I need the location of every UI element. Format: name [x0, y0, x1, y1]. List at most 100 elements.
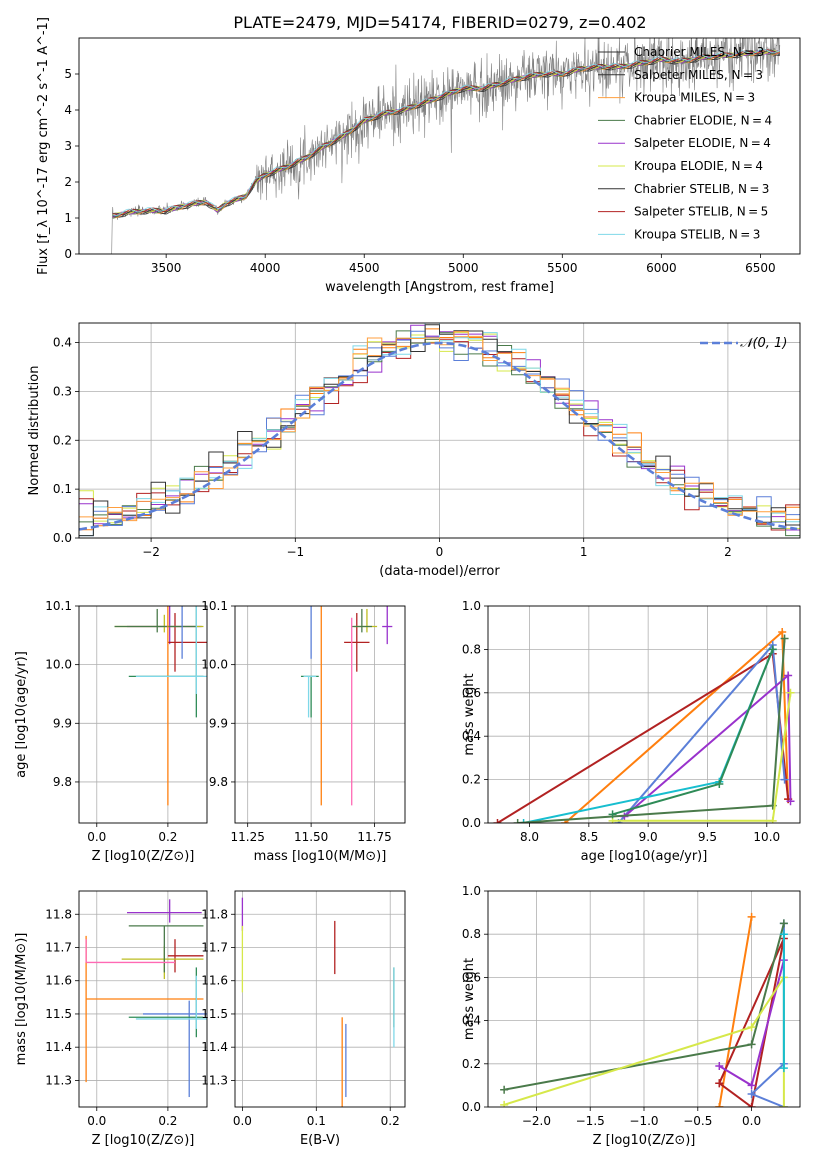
y-tick-label: 0.0 [462, 816, 481, 830]
y-tick-label: 0.0 [462, 1100, 481, 1114]
y-tick-label: 0.8 [462, 642, 481, 656]
weight-vs-metallicity-panel: −2.0 −1.5 −1.0 −0.5 0.0 0.0 0.2 0.4 0.6 0.8 1.0 Z [… [462, 884, 801, 1148]
x-tick-label: 0.0 [87, 1114, 106, 1128]
legend-label: Salpeter ELODIE, N = 4 [634, 136, 771, 150]
weight-marker [747, 1090, 756, 1099]
y-tick-label: 11.7 [45, 940, 72, 954]
x-tick-label: 0 [436, 545, 444, 559]
x-tick-label: 3500 [151, 261, 182, 275]
y-tick-label: 11.4 [45, 1040, 72, 1054]
x-axis-label: Z [log10(Z/Z⊙)] [92, 1133, 195, 1148]
plot-area [114, 606, 207, 806]
x-tick-label: −1 [286, 545, 304, 559]
weight-marker [784, 671, 793, 680]
legend-label: 𝒩(0, 1) [740, 336, 787, 351]
y-tick-label: 10.0 [45, 658, 72, 672]
plot-area [300, 606, 393, 806]
x-tick-label: 0.1 [307, 1114, 326, 1128]
y-tick-label: 11.5 [45, 1007, 72, 1021]
weight-marker [715, 1103, 724, 1107]
y-tick-label: 1.0 [462, 599, 481, 613]
x-tick-label: 4000 [250, 261, 281, 275]
weight-marker [786, 797, 795, 806]
y-tick-label: 0.2 [462, 1057, 481, 1071]
x-tick-label: 10.0 [753, 830, 780, 844]
y-tick-label: 11.6 [201, 974, 228, 988]
x-tick-label: 11.50 [294, 830, 328, 844]
y-tick-label: 9.9 [209, 716, 228, 730]
weight-marker [779, 919, 788, 928]
plot-area [79, 323, 800, 537]
weight-marker [768, 816, 777, 823]
weight-marker [519, 819, 528, 823]
residual-histogram [79, 324, 800, 537]
y-tick-label: 0.0 [53, 531, 72, 545]
x-tick-label: 0.0 [233, 1114, 252, 1128]
plot-area [493, 628, 795, 823]
legend-label: Kroupa MILES, N = 3 [634, 91, 755, 105]
plot-area [79, 38, 781, 254]
weight-marker [747, 1040, 756, 1049]
x-tick-label: −2.0 [522, 1114, 551, 1128]
weight-vs-age-panel: 8.0 8.5 9.0 9.5 10.0 0.0 0.2 0.4 0.6 0.8 1.0 age [l… [462, 599, 801, 864]
weight-marker [768, 645, 777, 654]
weight-marker [493, 819, 502, 823]
y-tick-label: 10.1 [45, 599, 72, 613]
weight-marker [715, 779, 724, 788]
x-tick-label: 0.0 [742, 1114, 761, 1128]
axes-frame [234, 605, 406, 824]
x-tick-label: 0.2 [158, 1114, 177, 1128]
model-spectrum [112, 48, 781, 216]
model-spectrum [112, 49, 780, 215]
y-tick-label: 0.8 [462, 927, 481, 941]
weight-marker [747, 1023, 756, 1032]
y-tick-label: 0.4 [462, 1014, 481, 1028]
y-tick-label: 0 [64, 247, 72, 261]
weight-marker [608, 810, 617, 819]
weight-marker [747, 912, 756, 921]
y-axis-label: age [log10(age/yr)] [14, 651, 29, 778]
y-tick-label: 0.6 [462, 686, 481, 700]
weight-marker [786, 688, 795, 697]
x-axis-label: E(B-V) [300, 1133, 340, 1148]
y-tick-label: 11.3 [45, 1073, 72, 1087]
legend-label: Chabrier MILES, N = 3 [634, 45, 764, 59]
x-tick-label: 11.25 [231, 830, 265, 844]
axes-frame [78, 605, 208, 824]
y-tick-label: 0.2 [53, 433, 72, 447]
x-tick-label: 6500 [745, 261, 776, 275]
x-tick-label: 1 [580, 545, 588, 559]
y-tick-label: 0.4 [462, 729, 481, 743]
y-axis-label: mass weight [462, 958, 477, 1040]
x-tick-label: 6000 [646, 261, 677, 275]
x-tick-label: 8.0 [520, 830, 539, 844]
x-tick-label: −1.0 [629, 1114, 658, 1128]
y-tick-label: 0.6 [462, 970, 481, 984]
gaussian-curve [79, 341, 798, 531]
weight-marker [779, 1064, 788, 1073]
residual-histogram-panel: −2 −1 0 1 2 0.0 0.1 0.2 0.3 0.4 (data-model)/error… [27, 322, 801, 579]
axes-frame [487, 605, 801, 824]
x-axis-label: (data-model)/error [379, 564, 500, 579]
legend-label: Chabrier STELIB, N = 3 [634, 182, 769, 196]
x-axis-label: Z [log10(Z/Z⊙)] [92, 849, 195, 864]
y-tick-label: 11.7 [201, 940, 228, 954]
x-tick-label: 0.2 [158, 830, 177, 844]
mass-vs-extinction-panel: 0.0 0.1 0.2 11.3 11.4 11.5 11.6 11.7 11.8 E(B-V) [201, 890, 406, 1148]
axes-frame [78, 37, 801, 255]
y-tick-label: 10.0 [201, 658, 228, 672]
weight-marker [715, 1061, 724, 1070]
y-axis-label: Normed distribution [27, 366, 42, 496]
x-tick-label: 5000 [448, 261, 479, 275]
x-tick-label: −1.5 [576, 1114, 605, 1128]
y-axis-label: mass [log10(M/M⊙)] [14, 933, 29, 1066]
axes-frame [487, 890, 801, 1108]
axes-frame [78, 890, 208, 1108]
weight-marker [779, 930, 788, 939]
y-tick-label: 10.1 [201, 599, 228, 613]
y-tick-label: 11.5 [201, 1007, 228, 1021]
y-tick-label: 9.8 [53, 775, 72, 789]
y-tick-label: 11.6 [45, 974, 72, 988]
y-tick-label: 3 [64, 139, 72, 153]
